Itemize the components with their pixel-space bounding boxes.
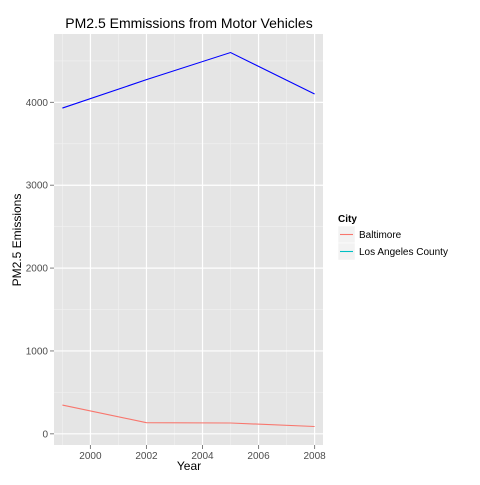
x-tick-label: 2006 (247, 451, 270, 462)
legend-label: Baltimore (359, 230, 402, 241)
legend-title: City (338, 214, 357, 225)
y-tick-label: 1000 (26, 346, 49, 357)
series-line-0 (62, 404, 315, 428)
legend-label: Los Angeles County (359, 247, 448, 258)
y-tick-label: 0 (42, 429, 48, 440)
series-layer (62, 51, 315, 428)
legend-items: Baltimore Los Angeles County (337, 225, 448, 261)
series-line-1 (62, 51, 315, 109)
chart-title: PM2.5 Emmissions from Motor Vehicles (65, 15, 312, 31)
plot-panel (54, 34, 323, 445)
major-gridlines (54, 34, 323, 445)
y-tick-label: 4000 (26, 98, 49, 109)
x-tick-label: 2004 (191, 451, 214, 462)
x-tick-label: 2000 (79, 451, 102, 462)
x-axis-ticks: 2000 2002 2004 2006 2008 (79, 445, 326, 462)
y-tick-label: 2000 (26, 264, 49, 275)
y-axis-label: PM2.5 Emissions (10, 194, 24, 287)
x-tick-label: 2002 (135, 451, 158, 462)
y-axis-ticks: 0 1000 2000 3000 4000 (26, 98, 54, 440)
legend: City Baltimore Los Angeles County (337, 214, 448, 261)
y-tick-label: 3000 (26, 181, 49, 192)
x-tick-label: 2008 (303, 451, 326, 462)
x-axis-label: Year (177, 459, 201, 473)
